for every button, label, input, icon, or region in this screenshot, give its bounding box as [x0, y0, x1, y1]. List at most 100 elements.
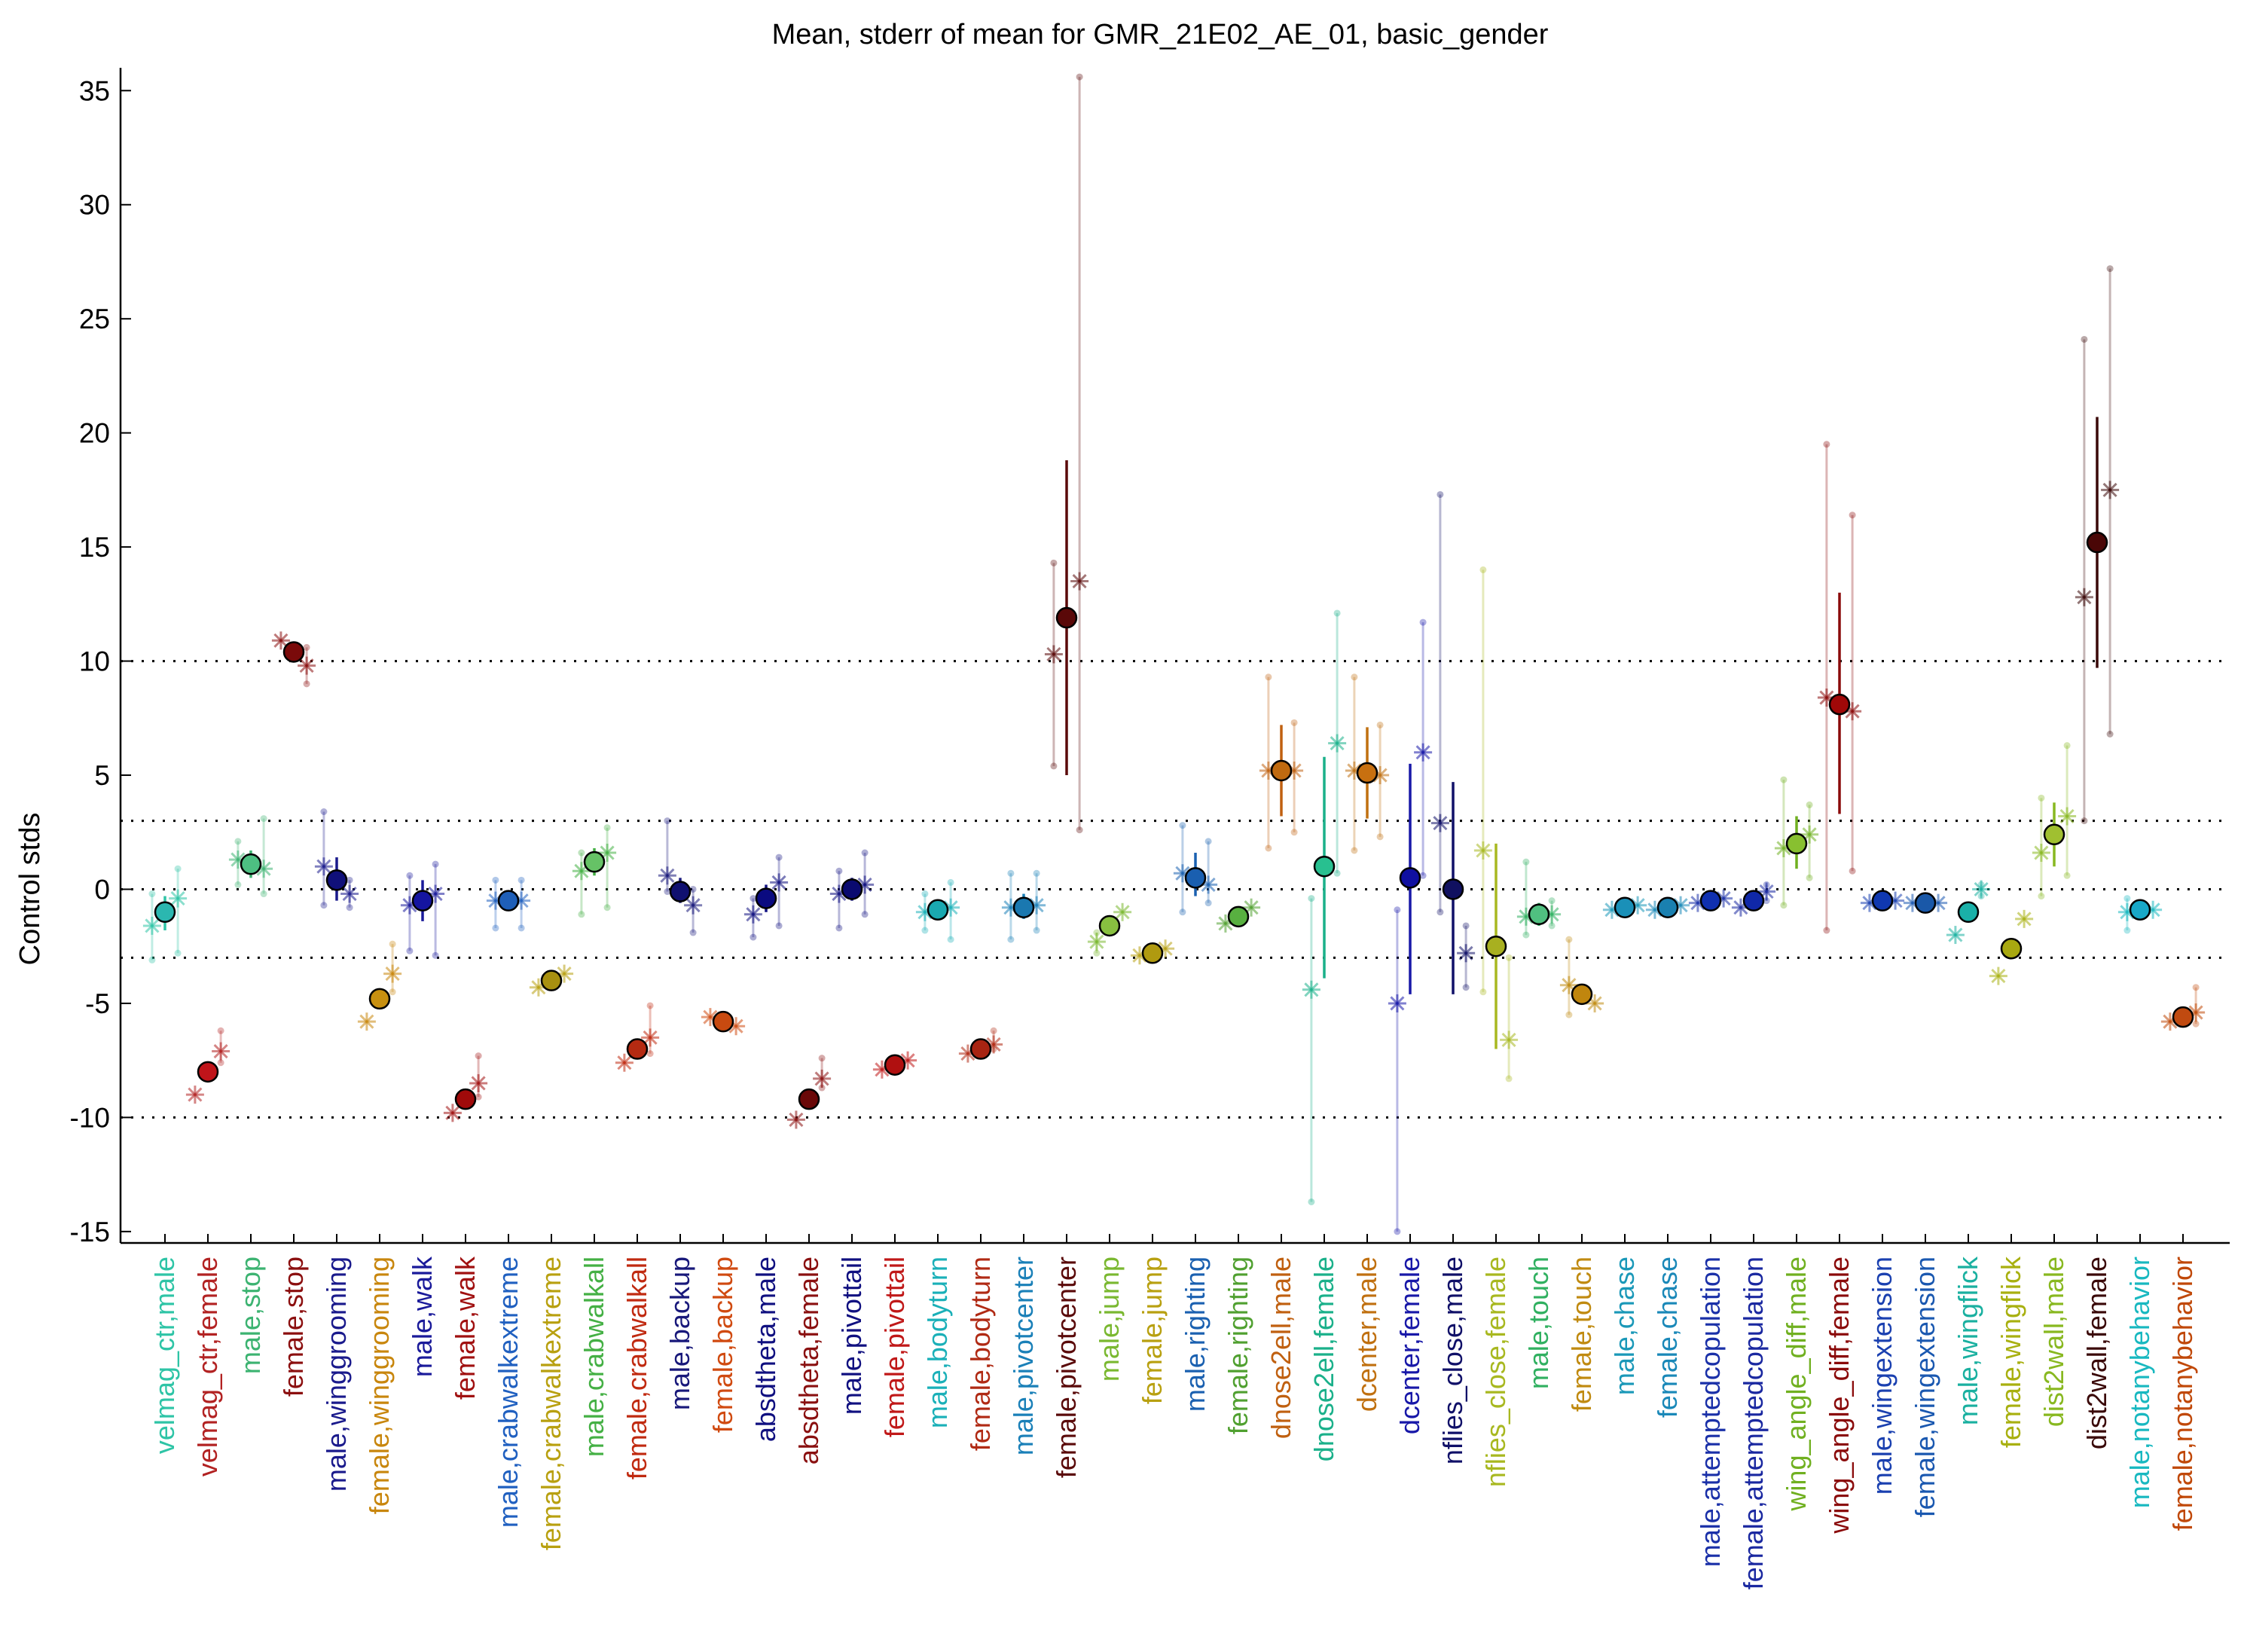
- replicate-star-marker: [1476, 843, 1491, 858]
- replicate-range-end: [234, 881, 242, 888]
- mean-marker: [1012, 896, 1035, 918]
- replicate-range-end: [1548, 897, 1556, 905]
- mean-marker: [497, 890, 520, 912]
- replicate-star-marker: [617, 1055, 632, 1070]
- replicate-range-end: [1007, 869, 1015, 877]
- replicate-star-marker: [1458, 945, 1473, 960]
- replicate-range-end: [1007, 936, 1015, 943]
- x-tick-label: female,stop: [278, 1257, 309, 1397]
- replicate-range-end: [1849, 511, 1856, 519]
- replicate-range-end: [1351, 673, 1358, 681]
- replicate-range-end: [1308, 1198, 1315, 1205]
- replicate-star-marker: [1330, 736, 1345, 751]
- replicate-star-marker: [213, 1044, 228, 1059]
- x-tick-label: female,crabwalkextreme: [536, 1257, 566, 1550]
- replicate-range-end: [578, 911, 585, 918]
- replicate-star-marker: [2017, 912, 2032, 927]
- replicate-range-end: [1290, 829, 1298, 836]
- y-tick-label: 35: [79, 75, 110, 106]
- mean-marker: [1957, 901, 1980, 924]
- replicate-range-end: [646, 1002, 654, 1009]
- mean-marker: [583, 850, 606, 873]
- mean-marker: [1098, 915, 1121, 937]
- replicate-star-marker: [2077, 590, 2092, 605]
- replicate-range-end: [217, 1059, 224, 1067]
- replicate-range-end: [303, 680, 310, 688]
- mean-marker: [282, 641, 305, 663]
- replicate-range-end: [1505, 954, 1513, 961]
- y-tick-label: 5: [94, 760, 110, 791]
- x-tick-label: female,attemptedcopulation: [1738, 1257, 1769, 1589]
- replicate-range-end: [835, 924, 843, 932]
- replicate-range-end: [1763, 897, 1770, 905]
- replicate-range-end: [1204, 899, 1212, 907]
- replicate-range-end: [148, 890, 156, 898]
- mean-marker: [2043, 823, 2065, 846]
- replicate-star-marker: [746, 907, 761, 922]
- x-tick-label: female,pivotcenter: [1051, 1257, 1082, 1478]
- replicate-range-end: [2063, 872, 2071, 879]
- replicate-range-end: [1093, 929, 1101, 936]
- replicate-range-end: [174, 865, 182, 872]
- x-tick-label: male,backup: [664, 1257, 695, 1410]
- x-tick-label: velmag_ctr,female: [192, 1257, 223, 1476]
- replicate-range-end: [389, 940, 396, 948]
- replicate-range-end: [432, 951, 439, 959]
- replicate-range-end: [492, 924, 499, 932]
- replicate-range-end: [1436, 490, 1444, 498]
- mean-marker: [1742, 890, 1765, 912]
- replicate-star-marker: [1046, 646, 1061, 662]
- replicate-star-marker: [1562, 978, 1577, 993]
- replicate-range-end: [750, 933, 757, 941]
- replicate-range-end: [1823, 927, 1830, 934]
- replicate-star-marker: [643, 1030, 658, 1045]
- replicate-range-end: [1204, 838, 1212, 845]
- replicate-range-end: [861, 911, 869, 918]
- replicate-star-marker: [445, 1105, 460, 1120]
- plot-layer: -15 -10 -5 0 5 10 15 20 25 30 35 velmag_ctr,male vel…: [70, 68, 2230, 1589]
- x-tick-label: wing_angle_diff,female: [1824, 1257, 1855, 1534]
- replicate-range-end: [518, 876, 525, 884]
- mean-marker: [411, 890, 434, 912]
- replicate-range-end: [2106, 731, 2114, 738]
- replicate-star-marker: [256, 861, 271, 876]
- replicate-range-end: [2063, 742, 2071, 750]
- replicate-range-end: [2081, 817, 2088, 825]
- x-tick-label: male,notanybehavior: [2124, 1257, 2155, 1508]
- mean-marker: [1055, 606, 1078, 629]
- y-tick-label: 20: [79, 418, 110, 449]
- replicate-range-end: [1179, 822, 1186, 829]
- x-tick-label: dcenter,male: [1351, 1257, 1382, 1412]
- replicate-range-end: [260, 815, 267, 823]
- replicate-star-marker: [2059, 809, 2075, 824]
- x-tick-label: nflies_close,female: [1480, 1257, 1511, 1487]
- replicate-range-end: [2038, 794, 2045, 802]
- replicate-range-end: [1522, 931, 1530, 939]
- replicate-range-end: [1076, 73, 1083, 81]
- replicate-range-end: [1505, 1075, 1513, 1083]
- replicate-range-end: [346, 904, 353, 912]
- replicate-range-end: [234, 838, 242, 845]
- replicate-star-marker: [1845, 704, 1860, 719]
- x-tick-label: male,winggrooming: [321, 1257, 352, 1492]
- replicate-range-end: [1265, 673, 1272, 681]
- replicate-range-end: [2123, 895, 2131, 902]
- replicate-star-marker: [2102, 482, 2117, 497]
- replicate-star-marker: [1201, 877, 1216, 892]
- replicate-range-end: [148, 956, 156, 963]
- mean-marker: [1785, 832, 1808, 855]
- replicate-star-marker: [814, 1071, 829, 1086]
- x-tick-label: male,jump: [1094, 1257, 1125, 1382]
- replicate-star-marker: [1304, 982, 1319, 997]
- replicate-star-marker: [1415, 745, 1430, 760]
- replicate-range-end: [2038, 893, 2045, 900]
- x-tick-label: male,pivotcenter: [1008, 1257, 1039, 1455]
- mean-marker: [1184, 867, 1207, 889]
- mean-marker: [841, 878, 863, 900]
- replicate-range-end: [921, 890, 929, 898]
- replicate-star-marker: [273, 633, 289, 648]
- replicate-range-end: [1333, 609, 1341, 617]
- mean-marker: [2000, 937, 2023, 960]
- x-tick-label: male,righting: [1180, 1257, 1211, 1412]
- replicate-star-marker: [1974, 881, 1989, 897]
